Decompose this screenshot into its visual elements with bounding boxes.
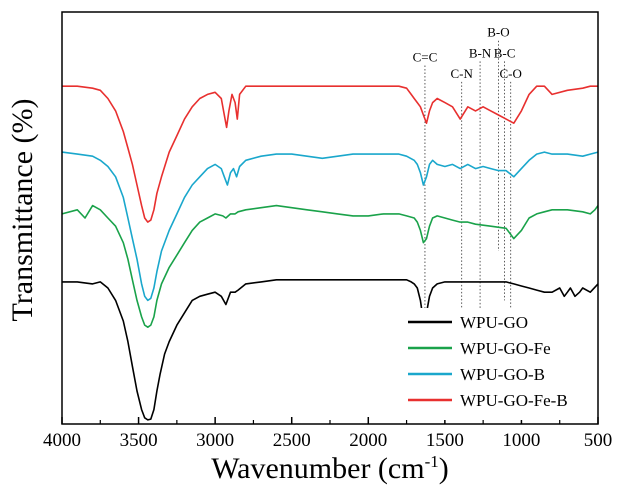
annotation-label: C-O <box>500 66 522 81</box>
legend-items: WPU-GO WPU-GO-Fe WPU-GO-B WPU-GO-Fe-B <box>408 313 568 410</box>
legend-label: WPU-GO-B <box>460 365 545 384</box>
x-tick-label: 3000 <box>196 430 234 451</box>
x-axis-title: Wavenumber (cm-1) <box>211 452 449 485</box>
annotation-label: C=C <box>413 49 438 64</box>
x-tick-label: 500 <box>584 430 613 451</box>
legend-label: WPU-GO-Fe-B <box>460 391 568 410</box>
annotation-layer: C=C C-N B-N B-O B-C C-O <box>413 25 522 334</box>
x-tick-label: 2000 <box>349 430 387 451</box>
x-axis-title-close: ) <box>439 452 449 485</box>
x-tick-label: 2500 <box>273 430 311 451</box>
annotation-label: C-N <box>451 66 474 81</box>
legend: WPU-GO WPU-GO-Fe WPU-GO-B WPU-GO-Fe-B <box>400 308 596 420</box>
x-tick-label: 1500 <box>426 430 464 451</box>
legend-label: WPU-GO <box>460 313 528 332</box>
annotation-label: B-O <box>487 25 509 40</box>
x-tick-label: 1000 <box>502 430 540 451</box>
series-layer <box>61 85 599 421</box>
x-axis-title-main: Wavenumber (cm <box>211 452 424 485</box>
legend-box <box>400 308 596 420</box>
y-axis-title: Transmittance (%) <box>6 98 39 321</box>
x-axis-title-superscript: -1 <box>425 452 439 471</box>
series-line <box>61 151 599 302</box>
x-axis-ticks: 4000 3500 3000 2500 2000 1500 1000 500 <box>43 417 612 451</box>
series-line <box>61 204 599 328</box>
legend-label: WPU-GO-Fe <box>460 339 551 358</box>
series-line <box>62 279 599 421</box>
series-line <box>62 85 598 223</box>
x-tick-label: 4000 <box>43 430 81 451</box>
x-tick-label: 3500 <box>120 430 158 451</box>
annotation-label: B-N <box>469 45 492 60</box>
annotation-label: B-C <box>494 45 516 60</box>
